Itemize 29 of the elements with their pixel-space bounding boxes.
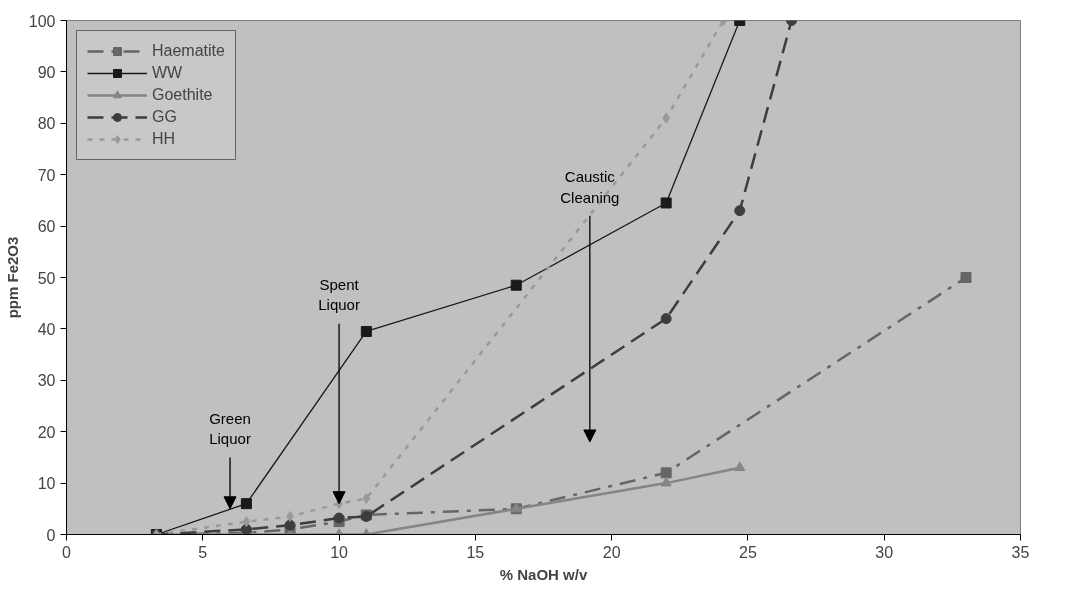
- y-tick-label: 100: [28, 12, 56, 30]
- x-tick-label: 25: [739, 543, 757, 561]
- legend-label: HH: [152, 130, 176, 148]
- annotation: Caustic Cleaning: [560, 168, 620, 206]
- x-tick-label: 5: [198, 543, 208, 561]
- y-tick-label: 80: [37, 115, 56, 133]
- y-tick-label: 20: [37, 423, 56, 441]
- annotation: Green Liquor: [209, 409, 251, 448]
- legend-label: GG: [152, 108, 177, 126]
- legend-label: Haematite: [152, 42, 225, 60]
- x-tick-label: 10: [330, 543, 349, 561]
- y-tick-label: 50: [37, 269, 56, 287]
- x-axis-title: % NaOH w/v: [499, 565, 588, 583]
- y-axis-title: ppm Fe2O3: [3, 236, 21, 319]
- annotation: Spent Liquor: [318, 276, 360, 314]
- legend-label: Goethite: [152, 86, 213, 104]
- x-tick-label: 35: [1011, 543, 1030, 561]
- legend-label: WW: [152, 64, 183, 82]
- y-tick-label: 30: [37, 372, 56, 390]
- x-tick-label: 0: [62, 543, 72, 561]
- y-tick-label: 0: [46, 526, 56, 544]
- x-tick-label: 30: [875, 543, 894, 561]
- x-tick-label: 15: [466, 543, 485, 561]
- y-tick-label: 40: [37, 320, 56, 338]
- y-tick-label: 90: [37, 63, 56, 81]
- y-tick-label: 60: [37, 218, 56, 236]
- x-tick-label: 20: [602, 543, 621, 561]
- y-tick-label: 70: [37, 166, 56, 184]
- y-tick-label: 10: [37, 475, 56, 493]
